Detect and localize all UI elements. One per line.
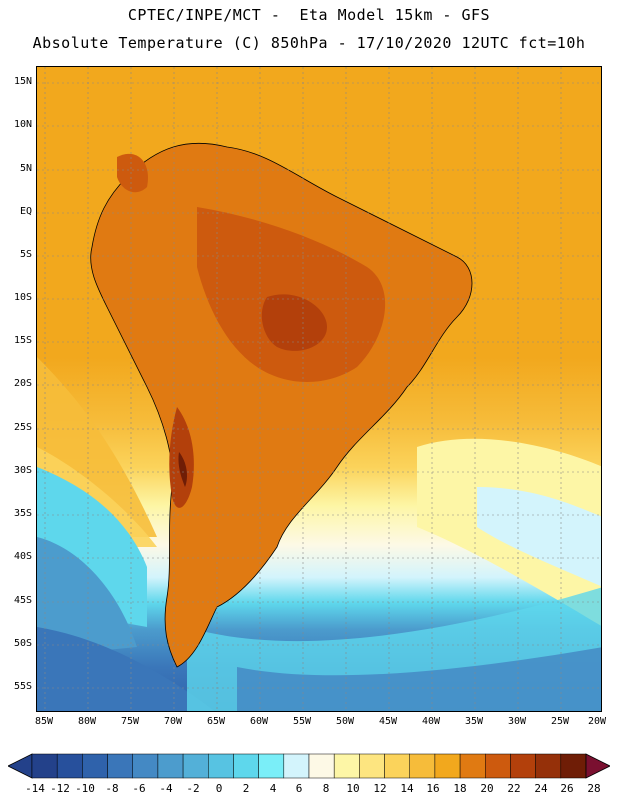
colorbar-cell	[485, 753, 511, 779]
chart-title-line2: Absolute Temperature (C) 850hPa - 17/10/…	[32, 34, 586, 52]
lon-label: 25W	[550, 716, 570, 727]
colorbar-label: 12	[373, 782, 387, 795]
lon-label: 65W	[206, 716, 226, 727]
colorbar-cell	[510, 753, 536, 779]
colorbar-label: 16	[426, 782, 440, 795]
colorbar-label: -10	[75, 782, 95, 795]
lat-label: 5S	[19, 249, 32, 260]
chart-title-line1: CPTEC/INPE/MCT - Eta Model 15km - GFS	[127, 6, 491, 24]
lon-label: 30W	[507, 716, 527, 727]
colorbar-cell	[31, 753, 58, 779]
lat-label: 45S	[13, 595, 32, 606]
map-canvas	[37, 67, 601, 711]
colorbar-cell	[359, 753, 385, 779]
colorbar-cell	[535, 753, 562, 779]
colorbar-label: -2	[186, 782, 200, 795]
lon-label: 60W	[249, 716, 269, 727]
colorbar-cell	[283, 753, 310, 779]
colorbar-cell	[409, 753, 436, 779]
colorbar-label: -12	[50, 782, 70, 795]
lon-label: 45W	[378, 716, 398, 727]
colorbar-cell	[560, 753, 587, 779]
lat-label: 5N	[19, 163, 32, 174]
colorbar-label: 2	[242, 782, 250, 795]
pacific-cold	[37, 537, 137, 657]
colorbar-cell	[384, 753, 410, 779]
warm-core	[197, 207, 386, 382]
colorbar-cell	[132, 753, 159, 779]
temperature-map	[36, 66, 602, 712]
lon-label: 70W	[163, 716, 183, 727]
lat-label: 40S	[13, 551, 32, 562]
colorbar-cell	[308, 753, 335, 779]
colorbar-label: -8	[105, 782, 119, 795]
colorbar-label: 10	[346, 782, 360, 795]
colorbar-cell	[107, 753, 133, 779]
lat-label: 25S	[13, 422, 32, 433]
lat-label: 15N	[13, 76, 32, 87]
colorbar-cell	[233, 753, 259, 779]
colorbar-label: 26	[560, 782, 574, 795]
lat-label: 20S	[13, 378, 32, 389]
lat-label: 15S	[13, 335, 32, 346]
graticule	[37, 67, 601, 711]
colorbar-cell	[459, 753, 486, 779]
colorbar-min-arrow	[8, 753, 33, 779]
colorbar-label: 18	[453, 782, 467, 795]
south-america-landmass	[90, 142, 473, 668]
colorbar-cell	[434, 753, 461, 779]
lat-label: 10N	[13, 119, 32, 130]
colorbar-label: 22	[507, 782, 521, 795]
lon-label: 75W	[120, 716, 140, 727]
lat-label: 50S	[13, 638, 32, 649]
lon-label: 85W	[34, 716, 54, 727]
lat-label: 10S	[13, 292, 32, 303]
warm-core	[261, 294, 327, 351]
colorbar-label: -4	[159, 782, 173, 795]
lon-label: 40W	[421, 716, 441, 727]
colorbar-label: 20	[480, 782, 494, 795]
colorbar-cell	[258, 753, 285, 779]
lat-label: 55S	[13, 681, 32, 692]
lon-label: 50W	[335, 716, 355, 727]
colorbar-cell	[208, 753, 234, 779]
lat-label: 35S	[13, 508, 32, 519]
colorbar-label: 14	[400, 782, 414, 795]
colorbar-cell	[82, 753, 108, 779]
colorbar-cell	[157, 753, 184, 779]
atlantic-cool-patch	[477, 487, 601, 587]
warm-north	[117, 153, 148, 193]
colorbar-cell	[182, 753, 209, 779]
colorbar-label: 6	[295, 782, 303, 795]
lon-label: 80W	[77, 716, 97, 727]
colorbar	[8, 753, 610, 779]
lon-label: 20W	[587, 716, 607, 727]
lon-label: 35W	[464, 716, 484, 727]
colorbar-label: 24	[534, 782, 548, 795]
andes-hot	[178, 452, 187, 487]
colorbar-max-arrow	[585, 753, 610, 779]
pacific-cold	[37, 627, 215, 711]
colorbar-label: 8	[322, 782, 330, 795]
colorbar-cell	[333, 753, 360, 779]
colorbar-cells	[31, 753, 587, 779]
colorbar-label: 28	[587, 782, 601, 795]
colorbar-label: -6	[132, 782, 146, 795]
colorbar-cell	[56, 753, 83, 779]
colorbar-label: 0	[215, 782, 223, 795]
colorbar-label: -14	[25, 782, 45, 795]
southern-ocean	[237, 647, 601, 711]
lon-label: 55W	[292, 716, 312, 727]
colorbar-label: 4	[269, 782, 277, 795]
lat-label: 30S	[13, 465, 32, 476]
lat-label: EQ	[19, 206, 32, 217]
